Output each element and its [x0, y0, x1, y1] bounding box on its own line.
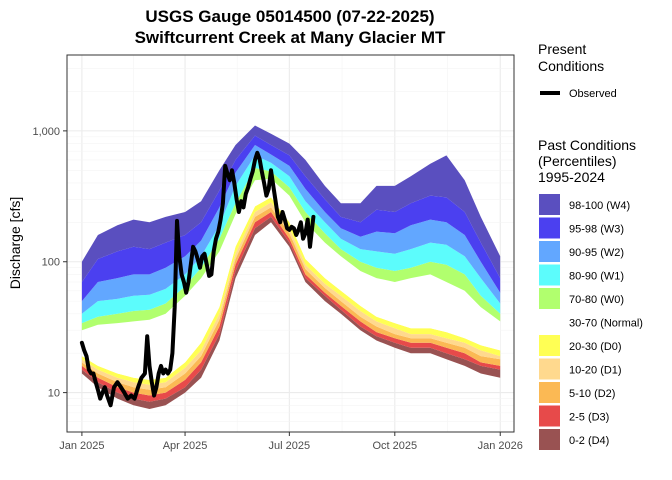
chart-subtitle: Swiftcurrent Creek at Many Glacier MT	[135, 28, 446, 47]
chart-title: USGS Gauge 05014500 (07-22-2025)	[145, 7, 434, 26]
y-axis-title: Discharge [cfs]	[7, 197, 23, 290]
y-tick-label: 100	[42, 257, 60, 269]
legend-swatch	[539, 217, 560, 239]
legend-swatch	[539, 335, 560, 356]
band-w4	[81, 125, 501, 282]
band-w2	[81, 145, 501, 314]
legend-label: 20-30 (D0)	[569, 341, 622, 353]
legend-label: 0-2 (D4)	[569, 435, 609, 447]
legend-swatch	[539, 429, 560, 450]
legend-label: 30-70 (Normal)	[569, 318, 643, 330]
legend-observed-label: Observed	[569, 88, 617, 100]
legend-swatch	[539, 358, 560, 380]
legend-swatch	[539, 241, 560, 262]
legend-label: 80-90 (W1)	[569, 271, 624, 283]
legend-label: 98-100 (W4)	[569, 200, 630, 212]
y-tick-label: 1,000	[32, 126, 60, 138]
x-tick-label: Apr 2025	[163, 440, 208, 452]
legend-swatch	[539, 311, 560, 333]
legend: Present Conditions Observed Past Conditions…	[538, 41, 643, 450]
observed-line	[79, 150, 316, 408]
legend-label: 90-95 (W2)	[569, 247, 624, 259]
legend-label: 95-98 (W3)	[569, 224, 624, 236]
legend-swatch	[539, 288, 560, 309]
legend-label: 2-5 (D3)	[569, 412, 609, 424]
band-w3	[81, 135, 501, 302]
legend-present-title: Present Conditions	[538, 41, 604, 74]
legend-label: 5-10 (D2)	[569, 388, 615, 400]
x-tick-label: Oct 2025	[372, 440, 417, 452]
legend-label: 70-80 (W0)	[569, 294, 624, 306]
plot-area	[66, 54, 515, 433]
legend-swatch	[539, 405, 560, 427]
plot-border	[66, 54, 515, 433]
legend-swatch	[539, 382, 560, 403]
y-tick-label: 10	[48, 388, 60, 400]
x-tick-label: Jul 2025	[269, 440, 311, 452]
observed-series	[79, 150, 316, 408]
x-tick-label: Jan 2025	[59, 440, 104, 452]
legend-label: 10-20 (D1)	[569, 365, 622, 377]
band-w1	[81, 155, 501, 324]
y-axis: 10 100 1,000	[32, 126, 67, 400]
legend-swatch	[539, 194, 560, 215]
legend-swatch	[539, 264, 560, 286]
legend-past-title: Past Conditions (Percentiles) 1995-2024	[538, 137, 636, 185]
x-axis: Jan 2025 Apr 2025 Jul 2025 Oct 2025 Jan 2026	[59, 432, 523, 452]
x-tick-label: Jan 2026	[478, 440, 523, 452]
band-normal	[81, 178, 501, 380]
